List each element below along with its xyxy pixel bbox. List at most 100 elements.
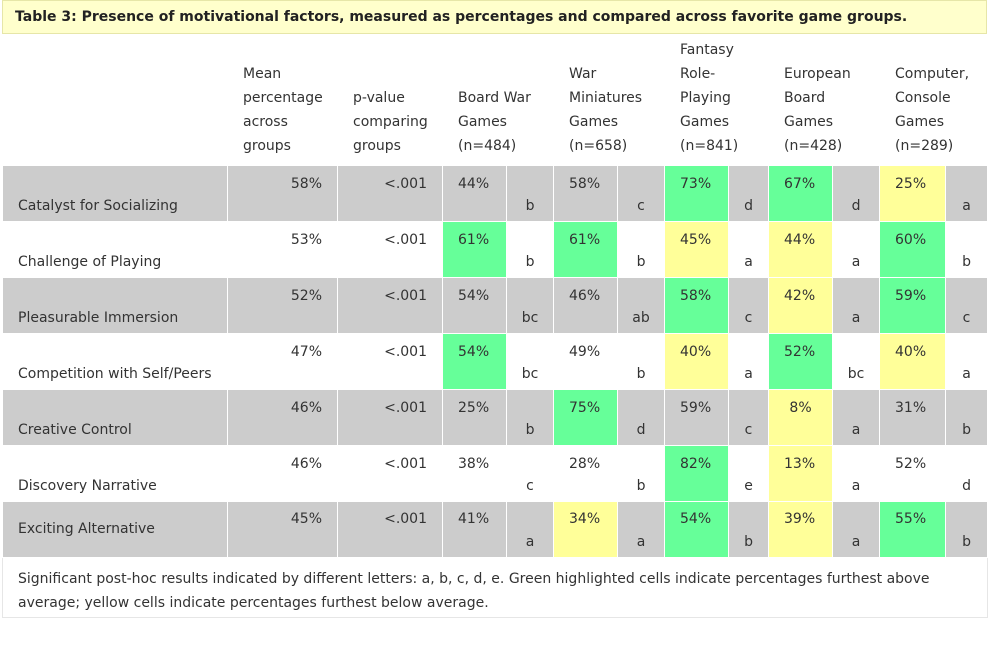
percent-cell: 13% bbox=[768, 445, 834, 502]
letter-cell: a bbox=[728, 221, 770, 278]
letter-cell: b bbox=[505, 221, 555, 278]
percent-cell: 44% bbox=[768, 221, 834, 278]
pvalue-cell: <.001 bbox=[337, 333, 443, 390]
percent-cell: 82% bbox=[664, 445, 730, 502]
letter-cell: c bbox=[617, 165, 666, 222]
letter-cell: b bbox=[617, 333, 666, 390]
percent-cell: 60% bbox=[879, 221, 947, 278]
mean-cell: 46% bbox=[227, 445, 338, 502]
table-row: Challenge of Playing 53% <.001 61% b 61%… bbox=[2, 221, 988, 278]
mean-cell: 53% bbox=[227, 221, 338, 278]
letter-cell: b bbox=[617, 445, 666, 502]
percent-cell: 75% bbox=[553, 389, 619, 446]
header-european-board-games: European Board Games (n=428) bbox=[768, 34, 881, 166]
letter-cell: ab bbox=[617, 277, 666, 334]
letter-cell: b bbox=[945, 501, 988, 558]
letter-cell: d bbox=[617, 389, 666, 446]
table-row: Creative Control 46% <.001 25% b 75% d 5… bbox=[2, 389, 988, 446]
mean-cell: 58% bbox=[227, 165, 338, 222]
pvalue-cell: <.001 bbox=[337, 389, 443, 446]
table-row: Catalyst for Socializing 58% <.001 44% b… bbox=[2, 165, 988, 222]
percent-cell: 54% bbox=[442, 333, 507, 390]
mean-cell: 45% bbox=[227, 501, 338, 558]
percent-cell: 45% bbox=[664, 221, 730, 278]
letter-cell: bc bbox=[832, 333, 881, 390]
table-row: Discovery Narrative 46% <.001 38% c 28% … bbox=[2, 445, 988, 502]
letter-cell: a bbox=[617, 501, 666, 558]
percent-cell: 28% bbox=[553, 445, 619, 502]
percent-cell: 54% bbox=[664, 501, 730, 558]
letter-cell: a bbox=[505, 501, 555, 558]
letter-cell: b bbox=[945, 221, 988, 278]
table-footnote: Significant post-hoc results indicated b… bbox=[1, 557, 988, 618]
percent-cell: 46% bbox=[553, 277, 619, 334]
letter-cell: d bbox=[728, 165, 770, 222]
percent-cell: 52% bbox=[879, 445, 947, 502]
percent-cell: 41% bbox=[442, 501, 507, 558]
mean-cell: 47% bbox=[227, 333, 338, 390]
percent-cell: 40% bbox=[879, 333, 947, 390]
pvalue-cell: <.001 bbox=[337, 165, 443, 222]
letter-cell: c bbox=[728, 389, 770, 446]
header-war-miniatures-games: War Miniatures Games (n=658) bbox=[553, 34, 666, 166]
header-fantasy-rpg: Fantasy Role- Playing Games (n=841) bbox=[664, 34, 770, 166]
header-row: Mean percentage across groups p-value compar… bbox=[2, 34, 988, 166]
letter-cell: a bbox=[945, 333, 988, 390]
header-mean: Mean percentage across groups bbox=[227, 34, 338, 166]
letter-cell: b bbox=[617, 221, 666, 278]
letter-cell: c bbox=[505, 445, 555, 502]
row-label: Competition with Self/Peers bbox=[2, 333, 228, 390]
header-board-war-games: Board War Games (n=484) bbox=[441, 34, 555, 166]
letter-cell: a bbox=[728, 333, 770, 390]
letter-cell: a bbox=[832, 277, 881, 334]
row-label: Creative Control bbox=[2, 389, 228, 446]
percent-cell: 39% bbox=[768, 501, 834, 558]
percent-cell: 25% bbox=[879, 165, 947, 222]
row-label: Catalyst for Socializing bbox=[2, 165, 228, 222]
letter-cell: c bbox=[728, 277, 770, 334]
letter-cell: a bbox=[832, 445, 881, 502]
percent-cell: 40% bbox=[664, 333, 730, 390]
letter-cell: a bbox=[832, 501, 881, 558]
letter-cell: a bbox=[945, 165, 988, 222]
letter-cell: d bbox=[945, 445, 988, 502]
letter-cell: bc bbox=[505, 277, 555, 334]
letter-cell: b bbox=[505, 389, 555, 446]
percent-cell: 54% bbox=[442, 277, 507, 334]
percent-cell: 61% bbox=[442, 221, 507, 278]
letter-cell: d bbox=[832, 165, 881, 222]
pvalue-cell: <.001 bbox=[337, 221, 443, 278]
percent-cell: 58% bbox=[553, 165, 619, 222]
letter-cell: a bbox=[832, 221, 881, 278]
table-row: Pleasurable Immersion 52% <.001 54% bc 4… bbox=[2, 277, 988, 334]
pvalue-cell: <.001 bbox=[337, 501, 443, 558]
percent-cell: 42% bbox=[768, 277, 834, 334]
row-label: Challenge of Playing bbox=[2, 221, 228, 278]
percent-cell: 38% bbox=[442, 445, 507, 502]
letter-cell: e bbox=[728, 445, 770, 502]
mean-cell: 46% bbox=[227, 389, 338, 446]
percent-cell: 31% bbox=[879, 389, 947, 446]
percent-cell: 25% bbox=[442, 389, 507, 446]
percent-cell: 67% bbox=[768, 165, 834, 222]
percent-cell: 58% bbox=[664, 277, 730, 334]
letter-cell: c bbox=[945, 277, 988, 334]
pvalue-cell: <.001 bbox=[337, 277, 443, 334]
row-label: Pleasurable Immersion bbox=[2, 277, 228, 334]
pvalue-cell: <.001 bbox=[337, 445, 443, 502]
percent-cell: 8% bbox=[768, 389, 834, 446]
percent-cell: 44% bbox=[442, 165, 507, 222]
footnote-row: Significant post-hoc results indicated b… bbox=[1, 557, 988, 618]
letter-cell: b bbox=[505, 165, 555, 222]
percent-cell: 55% bbox=[879, 501, 947, 558]
percent-cell: 59% bbox=[879, 277, 947, 334]
row-label: Discovery Narrative bbox=[2, 445, 228, 502]
percent-cell: 61% bbox=[553, 221, 619, 278]
letter-cell: b bbox=[945, 389, 988, 446]
table-row: Competition with Self/Peers 47% <.001 54… bbox=[2, 333, 988, 390]
data-table: Mean percentage across groups p-value compar… bbox=[1, 34, 988, 618]
percent-cell: 73% bbox=[664, 165, 730, 222]
table-row: Exciting Alternative 45% <.001 41% a 34%… bbox=[2, 501, 988, 558]
header-blank bbox=[2, 34, 228, 166]
percent-cell: 59% bbox=[664, 389, 730, 446]
